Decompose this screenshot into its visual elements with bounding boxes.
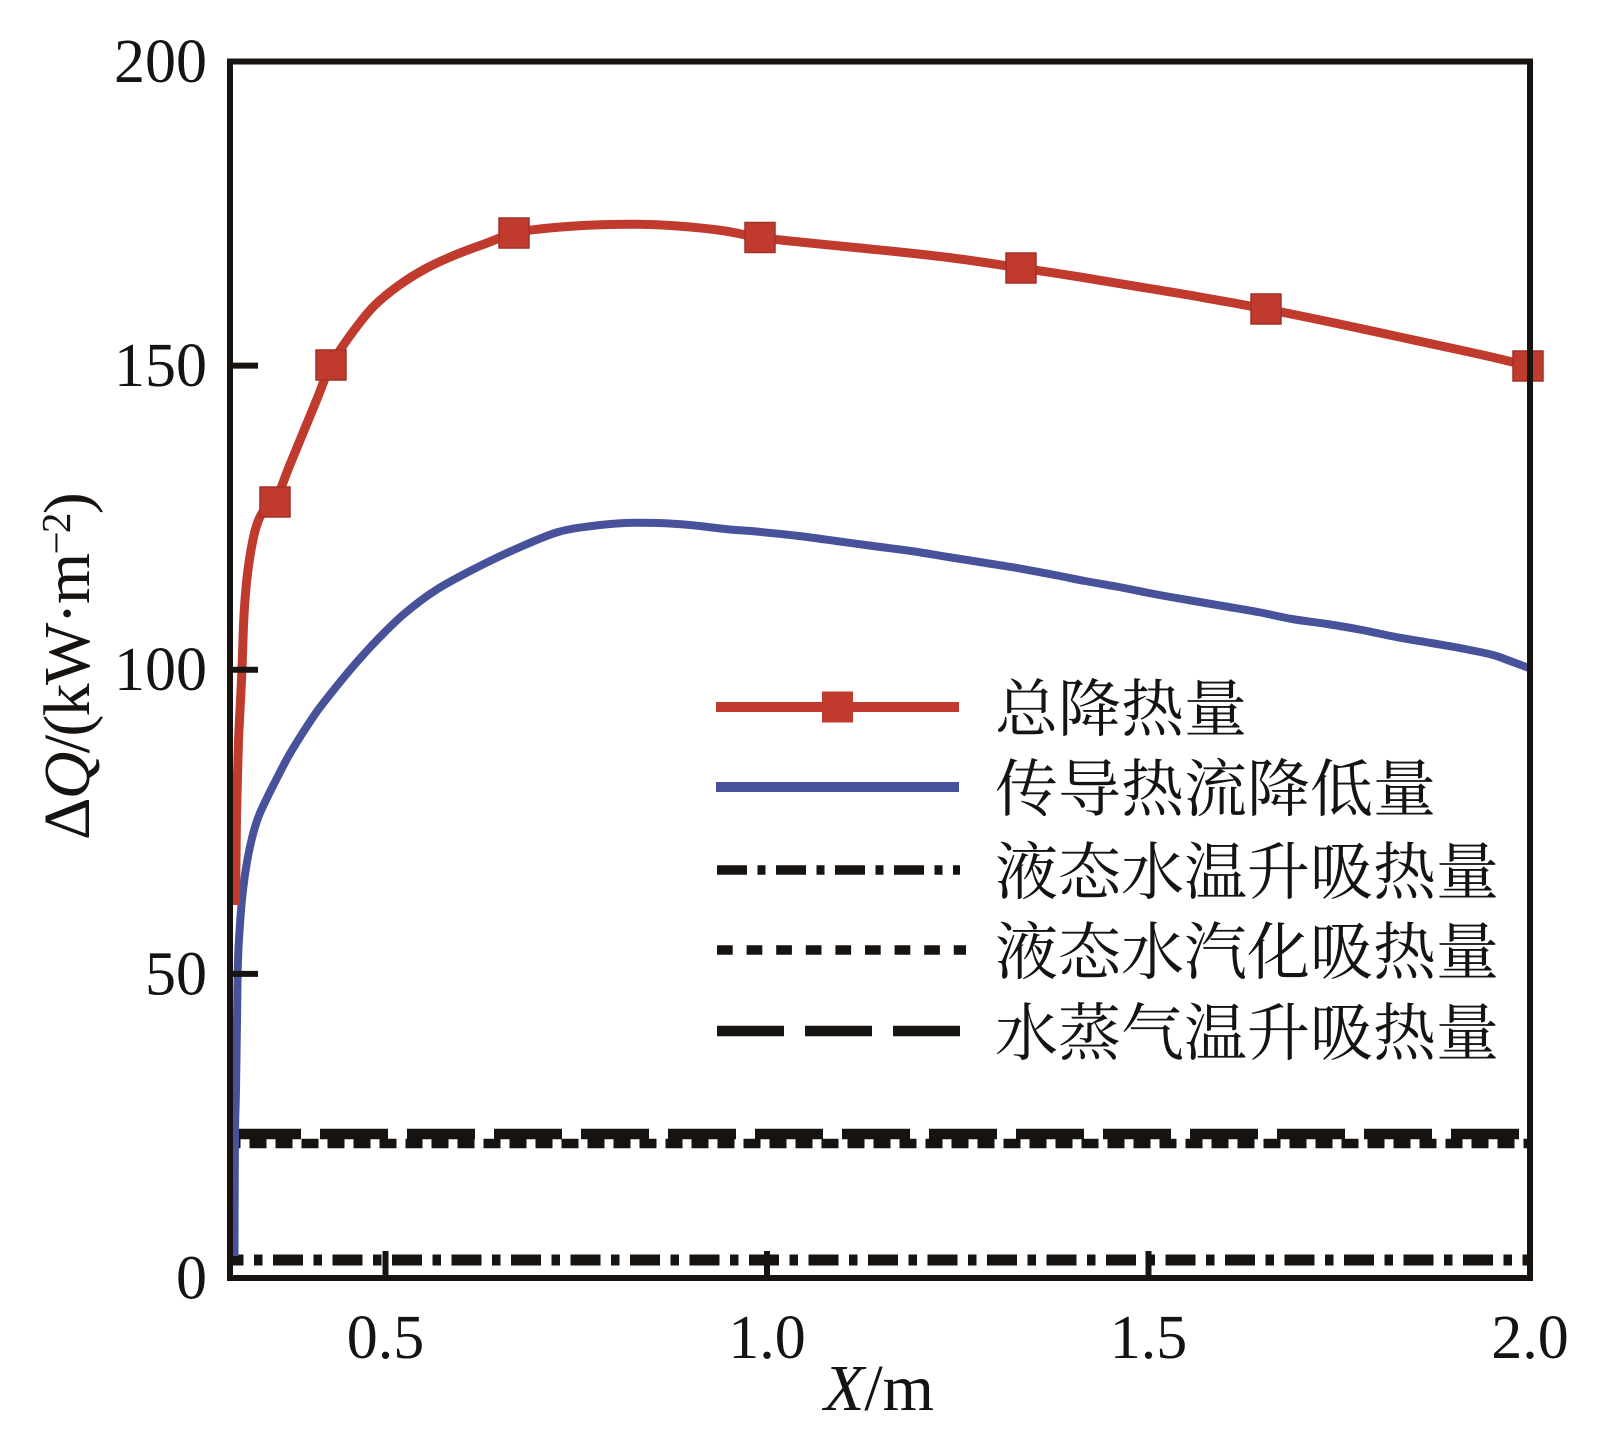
- svg-text:1.5: 1.5: [1110, 1304, 1188, 1372]
- svg-text:2.0: 2.0: [1491, 1304, 1569, 1372]
- svg-text:200: 200: [114, 28, 207, 96]
- svg-text:150: 150: [114, 332, 207, 400]
- svg-text:100: 100: [114, 636, 207, 704]
- svg-text:X/m: X/m: [821, 1352, 934, 1425]
- svg-text:0: 0: [176, 1245, 207, 1313]
- svg-text:0.5: 0.5: [347, 1304, 425, 1372]
- svg-text:1.0: 1.0: [728, 1304, 806, 1372]
- svg-text:50: 50: [145, 940, 207, 1008]
